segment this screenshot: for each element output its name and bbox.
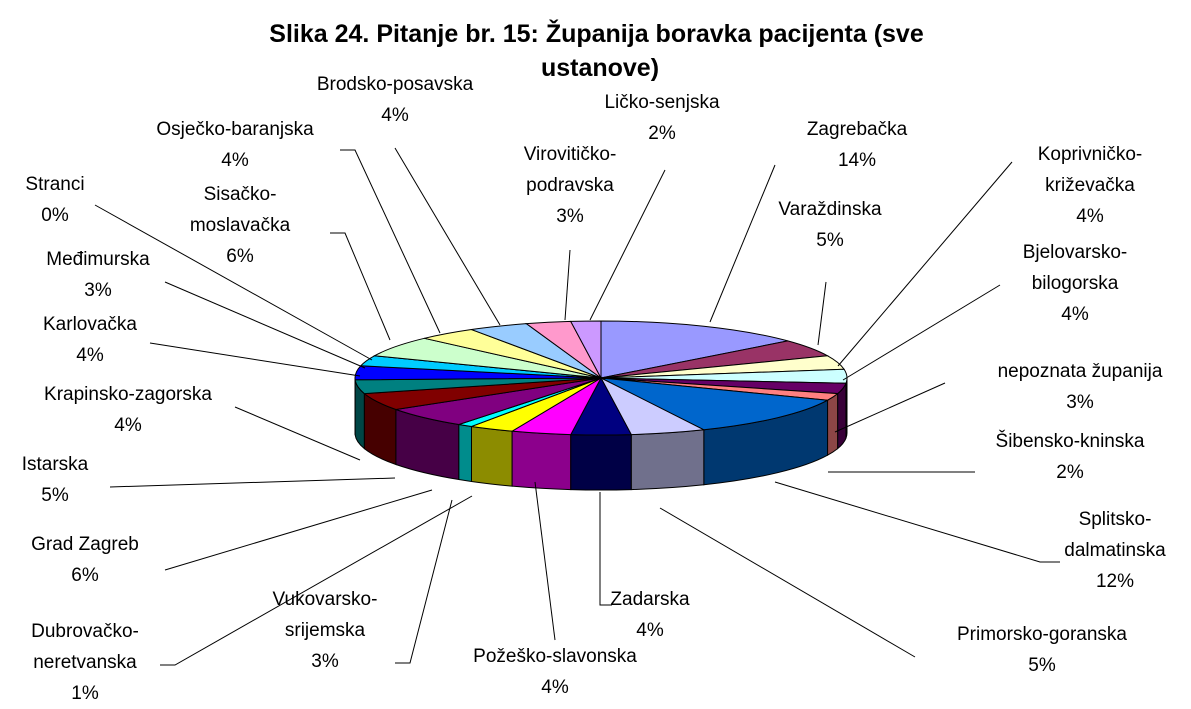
leader-line [709, 164, 776, 323]
pie [354, 320, 848, 491]
leader-line [837, 161, 1013, 367]
leader-line [160, 495, 473, 666]
data-label-value: 4% [381, 105, 409, 126]
data-label-name: Stranci [25, 174, 84, 195]
slice-side [570, 434, 632, 491]
data-label-value: 3% [84, 280, 112, 301]
data-label-name: Zadarska [610, 589, 690, 610]
slice [600, 320, 788, 379]
leader-line [817, 281, 827, 346]
data-label-name: Međimurska [46, 249, 150, 270]
leader-line [564, 249, 571, 321]
leader-line [842, 284, 1001, 381]
data-label-value: 4% [114, 415, 142, 436]
leader-line [395, 499, 453, 664]
data-label-value: 12% [1096, 571, 1134, 592]
chart-title: Slika 24. Pitanje br. 15: Županija borav… [269, 18, 930, 82]
data-label-value: 4% [76, 345, 104, 366]
data-label-value: 5% [1028, 655, 1056, 676]
data-label-value: 3% [556, 206, 584, 227]
leader-line [149, 342, 361, 377]
data-label-value: 1% [71, 683, 99, 704]
leader-line [394, 147, 501, 326]
data-label-value: 2% [1056, 462, 1084, 483]
data-label-name: Primorsko-goranska [957, 624, 1127, 645]
slice-side [458, 423, 472, 483]
data-label-value: 4% [541, 677, 569, 698]
leader-line [164, 281, 366, 369]
data-label-value: 3% [1066, 392, 1094, 413]
slice [600, 377, 830, 431]
data-label-name: Dubrovačko-neretvanska [31, 621, 139, 673]
labels: Zagrebačka 14% Varaždinska 5% Koprivničko-kr… [22, 74, 1166, 704]
leader-line [234, 406, 361, 461]
leader-line [589, 169, 666, 321]
data-label-name: Varaždinska [778, 199, 882, 220]
data-label-name: Virovitičko-podravska [524, 144, 617, 196]
data-label-value: 5% [41, 485, 69, 506]
slice-side [827, 392, 839, 457]
data-label-value: 3% [311, 651, 339, 672]
data-label-name: Sisačko-moslavačka [190, 184, 291, 236]
data-label-name: Brodsko-posavska [317, 74, 474, 95]
data-label-name: Šibensko-kninska [996, 430, 1145, 452]
leader-line [774, 481, 1060, 563]
data-label-name: Osječko-baranjska [156, 119, 314, 140]
slice-side [511, 430, 572, 491]
leader-line [340, 149, 441, 334]
leader-line [330, 232, 391, 341]
data-label-name: Požeško-slavonska [473, 646, 637, 667]
slice-side [470, 425, 513, 487]
data-label-name: Zagrebačka [807, 119, 908, 140]
data-label-name: Vukovarsko-srijemska [273, 589, 378, 641]
slice [569, 320, 602, 379]
data-label-value: 6% [71, 565, 99, 586]
data-label-value: 14% [838, 150, 876, 171]
data-label-name: Istarska [22, 454, 89, 475]
data-label-value: 4% [1076, 206, 1104, 227]
leader-line [599, 492, 612, 606]
leader-line [164, 489, 433, 571]
data-label-name: Krapinsko-zagorska [44, 384, 212, 405]
data-label-name: nepoznata županija [998, 361, 1163, 382]
data-label-value: 4% [636, 620, 664, 641]
leader-line [534, 481, 556, 641]
data-label-value: 2% [648, 123, 676, 144]
data-label-name: Karlovačka [43, 314, 137, 335]
leader-line [659, 507, 916, 658]
slice-side [630, 429, 705, 491]
data-label-name: Splitsko-dalmatinska [1064, 509, 1166, 561]
data-label-name: Grad Zagreb [31, 534, 139, 555]
leader-line [834, 382, 946, 433]
data-label-value: 4% [1061, 304, 1089, 325]
data-label-name: Ličko-senjska [604, 92, 720, 113]
data-label-value: 4% [221, 150, 249, 171]
leader-line [109, 477, 396, 488]
data-label-value: 6% [226, 246, 254, 267]
data-label-value: 0% [41, 205, 69, 226]
data-label-name: Koprivničko-križevačka [1038, 144, 1143, 196]
data-label-name: Bjelovarsko-bilogorska [1023, 242, 1128, 294]
leader-line [94, 204, 373, 361]
data-label-value: 5% [816, 230, 844, 251]
